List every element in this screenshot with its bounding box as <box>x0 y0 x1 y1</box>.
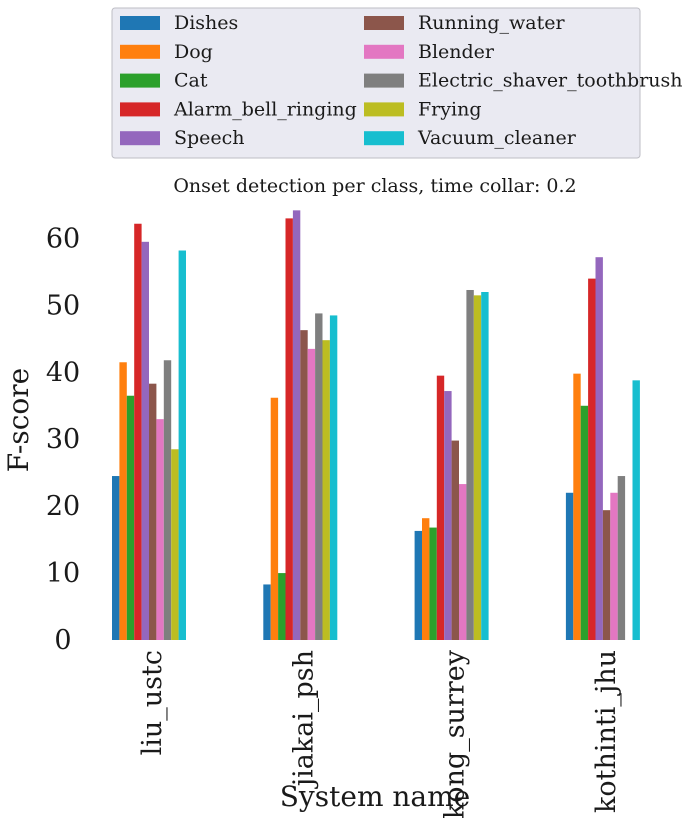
bar-liu-ustc-electric-shaver-toothbrush <box>163 360 172 640</box>
legend-label-vacuum-cleaner: Vacuum_cleaner <box>417 127 577 149</box>
legend-swatch-dog <box>120 44 160 59</box>
x-axis-label: System name <box>280 780 471 813</box>
bar-jiakai-psh-cat <box>278 573 286 640</box>
bar-jiakai-psh-dishes <box>263 584 271 640</box>
bar-jiakai-psh-electric-shaver-toothbrush <box>315 313 323 640</box>
legend-swatch-dishes <box>120 16 160 30</box>
bar-kothinti-jhu-dishes <box>565 492 574 640</box>
bar-kong-surrey-dishes <box>414 530 422 640</box>
y-tick-label: 0 <box>54 625 71 656</box>
x-tick-label-jiakai-psh: jiakai_psh <box>288 650 319 789</box>
x-tick-label-liu-ustc: liu_ustc <box>137 650 168 755</box>
legend-label-frying: Frying <box>418 98 481 120</box>
bars <box>112 210 640 641</box>
y-tick-label: 10 <box>46 558 80 589</box>
y-axis-label: F-score <box>2 368 35 473</box>
bar-jiakai-psh-blender <box>307 348 316 640</box>
bar-kothinti-jhu-speech <box>595 257 603 640</box>
bar-kong-surrey-electric-shaver-toothbrush <box>466 289 474 640</box>
bar-jiakai-psh-alarm-bell-ringing <box>285 218 293 640</box>
bar-jiakai-psh-vacuum-cleaner <box>329 315 338 640</box>
legend-swatch-alarm-bell-ringing <box>120 102 160 117</box>
bar-liu-ustc-dishes <box>112 476 120 640</box>
bar-kothinti-jhu-electric-shaver-toothbrush <box>617 476 626 640</box>
legend-label-speech: Speech <box>174 127 245 149</box>
bar-jiakai-psh-running-water <box>300 330 308 640</box>
x-axis-ticks: liu_ustc jiakai_psh kong_surrey kothinti_jh… <box>137 649 622 818</box>
x-tick-label-kothinti-jhu: kothinti_jhu <box>591 650 622 813</box>
bar-liu-ustc-running-water <box>149 383 157 640</box>
legend-label-blender: Blender <box>418 41 495 63</box>
bar-liu-ustc-speech <box>141 241 149 640</box>
bar-jiakai-psh-dog <box>270 397 279 640</box>
y-tick-label: 40 <box>46 357 80 388</box>
bar-liu-ustc-dog <box>119 362 127 640</box>
bar-jiakai-psh-speech <box>292 210 301 640</box>
legend-swatch-cat <box>120 73 160 88</box>
legend-swatch-blender <box>364 44 404 59</box>
legend: Dishes Dog Cat Alarm_bell_ringing Speech Runn… <box>111 7 683 159</box>
bar-liu-ustc-frying <box>171 449 179 640</box>
bar-kong-surrey-speech <box>444 391 452 640</box>
legend-label-running-water: Running_water <box>418 12 565 34</box>
y-axis-ticks: 0 10 20 30 40 50 60 <box>46 223 80 656</box>
legend-swatch-running-water <box>364 16 404 30</box>
legend-swatch-frying <box>364 102 404 117</box>
bar-kong-surrey-dog <box>422 518 430 640</box>
bar-kothinti-jhu-blender <box>610 492 618 640</box>
bar-liu-ustc-blender <box>156 419 164 640</box>
legend-label-dog: Dog <box>174 41 213 63</box>
legend-label-alarm-bell-ringing: Alarm_bell_ringing <box>173 98 357 120</box>
bar-kong-surrey-frying <box>473 295 482 640</box>
bar-jiakai-psh-frying <box>322 340 330 640</box>
bar-kothinti-jhu-alarm-bell-ringing <box>588 278 596 640</box>
bar-kothinti-jhu-vacuum-cleaner <box>632 380 640 640</box>
bar-liu-ustc-cat <box>126 395 135 640</box>
x-tick-label-kong-surrey: kong_surrey <box>440 649 471 818</box>
bar-kong-surrey-blender <box>459 484 467 640</box>
bar-kothinti-jhu-cat <box>580 405 589 640</box>
bar-liu-ustc-alarm-bell-ringing <box>134 223 142 641</box>
bar-kothinti-jhu-running-water <box>602 510 611 640</box>
y-tick-label: 50 <box>46 290 80 321</box>
y-tick-label: 60 <box>46 223 80 254</box>
bar-kong-surrey-alarm-bell-ringing <box>436 375 445 640</box>
bar-kothinti-jhu-dog <box>573 373 581 640</box>
legend-label-electric-shaver-toothbrush: Electric_shaver_toothbrush <box>418 70 683 92</box>
chart-title: Onset detection per class, time collar: … <box>173 175 576 197</box>
legend-label-cat: Cat <box>174 70 208 92</box>
y-tick-label: 20 <box>46 491 80 522</box>
bar-kong-surrey-running-water <box>451 440 459 640</box>
bar-kong-surrey-cat <box>429 527 437 640</box>
bar-kong-surrey-vacuum-cleaner <box>481 292 489 640</box>
legend-swatch-electric-shaver-toothbrush <box>364 73 404 88</box>
legend-label-dishes: Dishes <box>174 12 238 34</box>
legend-swatch-speech <box>120 131 160 146</box>
bar-liu-ustc-vacuum-cleaner <box>178 250 186 640</box>
y-tick-label: 30 <box>46 424 80 455</box>
legend-swatch-vacuum-cleaner <box>364 131 404 146</box>
